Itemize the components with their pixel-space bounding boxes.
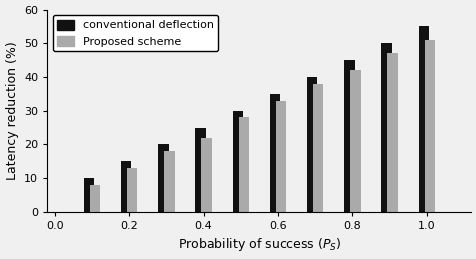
Bar — [121, 161, 131, 212]
X-axis label: Probability of success ($P_S$): Probability of success ($P_S$) — [177, 236, 340, 254]
Bar — [84, 178, 94, 212]
Legend: conventional deflection, Proposed scheme: conventional deflection, Proposed scheme — [53, 15, 218, 51]
Bar — [89, 185, 100, 212]
Bar — [238, 117, 248, 212]
Bar — [164, 151, 174, 212]
Bar — [387, 53, 397, 212]
Bar — [349, 70, 360, 212]
Y-axis label: Latency reduction (%): Latency reduction (%) — [6, 41, 19, 180]
Bar — [127, 168, 137, 212]
Bar — [307, 77, 317, 212]
Bar — [381, 43, 391, 212]
Bar — [232, 111, 242, 212]
Bar — [424, 40, 434, 212]
Bar — [344, 60, 354, 212]
Bar — [312, 84, 323, 212]
Bar — [269, 94, 279, 212]
Bar — [195, 128, 205, 212]
Bar — [201, 138, 211, 212]
Bar — [418, 26, 428, 212]
Bar — [158, 145, 168, 212]
Bar — [275, 100, 286, 212]
